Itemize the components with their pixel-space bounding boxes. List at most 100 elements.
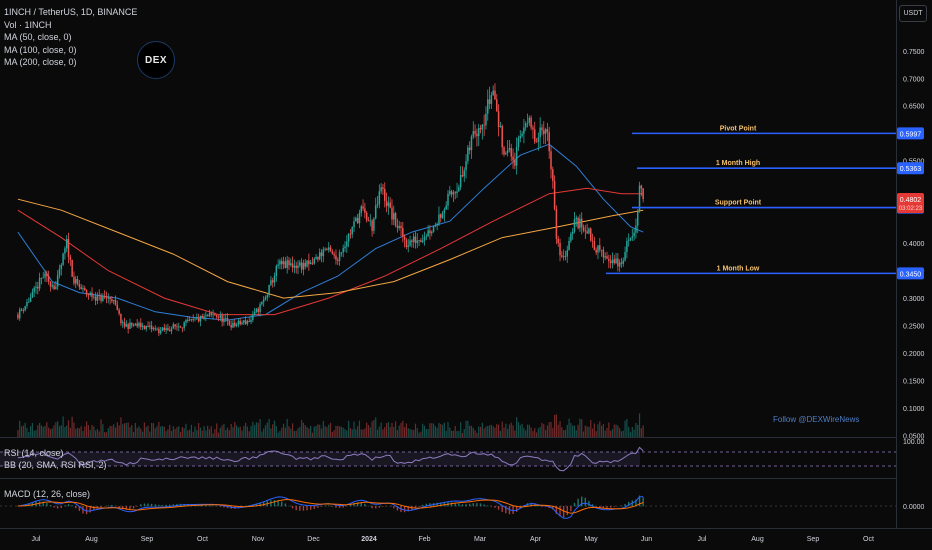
volume-bar [463,429,465,437]
volume-bar [268,418,270,437]
macd-histogram-bar [360,502,362,507]
macd-histogram-bar [295,506,297,511]
volume-bar [22,425,24,437]
candle-body [403,236,406,240]
volume-bar [353,421,355,437]
macd-histogram-bar [309,506,312,510]
volume-bar [391,422,393,437]
volume-bar [367,425,370,437]
macd-histogram-bar [501,506,503,512]
volume-bar [132,431,135,437]
volume-bar [306,427,308,437]
candle-body [65,238,68,249]
volume-bar [107,428,109,437]
volume-bar [62,416,64,437]
candle-body [306,260,308,267]
macd-histogram-bar [208,505,211,507]
candle-body [396,225,399,228]
macd-histogram-bar [165,504,167,507]
volume-legend[interactable]: Vol · 1INCH [4,19,52,30]
currency-button[interactable]: USDT [899,5,927,22]
candle-body [297,265,299,269]
candle-body [512,156,514,161]
volume-bar [559,421,561,437]
volume-bar [167,429,169,437]
volume-bar [288,426,290,437]
candle-body [562,256,565,257]
volume-bar [564,429,567,437]
volume-bar [420,431,422,437]
volume-bar [183,428,185,437]
candle-body [351,227,353,235]
candle-body [264,297,267,300]
candle-body [147,325,149,327]
candle-body [627,240,630,242]
candle-body [599,245,601,250]
candle-body [187,319,189,321]
macd-histogram-bar [335,506,337,508]
candle-body [360,206,363,213]
volume-bar [418,432,420,437]
candle-body [385,200,388,207]
candle-body [98,295,100,296]
ma200-legend[interactable]: MA (200, close, 0) [4,57,77,67]
candle-body [302,262,305,270]
candle-body [308,260,310,265]
candle-body [609,261,612,264]
volume-bar [160,426,162,437]
candle-body [273,275,276,283]
volume-bar [611,429,614,437]
bb-legend[interactable]: BB (20, SMA, RSI RSI, 2) [4,460,107,470]
candle-body [617,258,619,267]
candle-body [311,262,314,264]
macd-histogram-bar [450,502,453,507]
volume-bar [95,430,97,437]
volume-bar [29,426,32,437]
candle-body [22,310,25,311]
rsi-legend[interactable]: RSI (14, close) [4,448,64,458]
macd-histogram-bar [635,499,637,507]
candle-body [85,290,88,295]
volume-bar [414,423,417,437]
candle-body [409,240,411,246]
macd-histogram-bar [38,501,41,507]
candle-body [543,130,545,134]
macd-histogram-bar [154,504,156,507]
candle-body [299,262,301,266]
price-tag-bg [897,162,924,175]
volume-bar [445,430,447,437]
volume-bar [530,427,532,437]
volume-bar [67,420,70,437]
volume-bar [165,431,167,437]
candle-body [537,137,540,142]
volume-bar [432,423,435,437]
y-tick-label: 0.2000 [903,351,925,358]
candle-body [78,283,81,288]
volume-bar [46,422,48,437]
volume-bar [102,424,104,437]
volume-bar [125,422,127,437]
macd-histogram-bar [67,504,70,507]
candle-body [629,237,632,241]
macd-histogram-bar [541,506,543,507]
ma50-legend[interactable]: MA (50, close, 0) [4,32,72,42]
volume-bar [116,422,118,437]
macd-histogram-bar [302,506,305,511]
level-label: Pivot Point [720,125,757,132]
macd-legend[interactable]: MACD (12, 26, close) [4,489,91,499]
candle-body [188,319,191,321]
candle-body [234,322,236,326]
macd-histogram-bar [140,504,142,507]
candle-body [223,318,225,322]
candle-body [391,207,393,220]
ma200-line [17,198,644,299]
candle-body [178,326,180,328]
symbol-title[interactable]: 1INCH / TetherUS, 1D, BINANCE [4,7,138,17]
candle-body [362,206,364,209]
volume-bar [546,425,548,437]
macd-histogram-bar [591,504,594,507]
candle-body [158,328,160,334]
ma100-legend[interactable]: MA (100, close, 0) [4,44,77,55]
macd-histogram-bar [223,506,225,508]
candle-body [212,314,214,315]
